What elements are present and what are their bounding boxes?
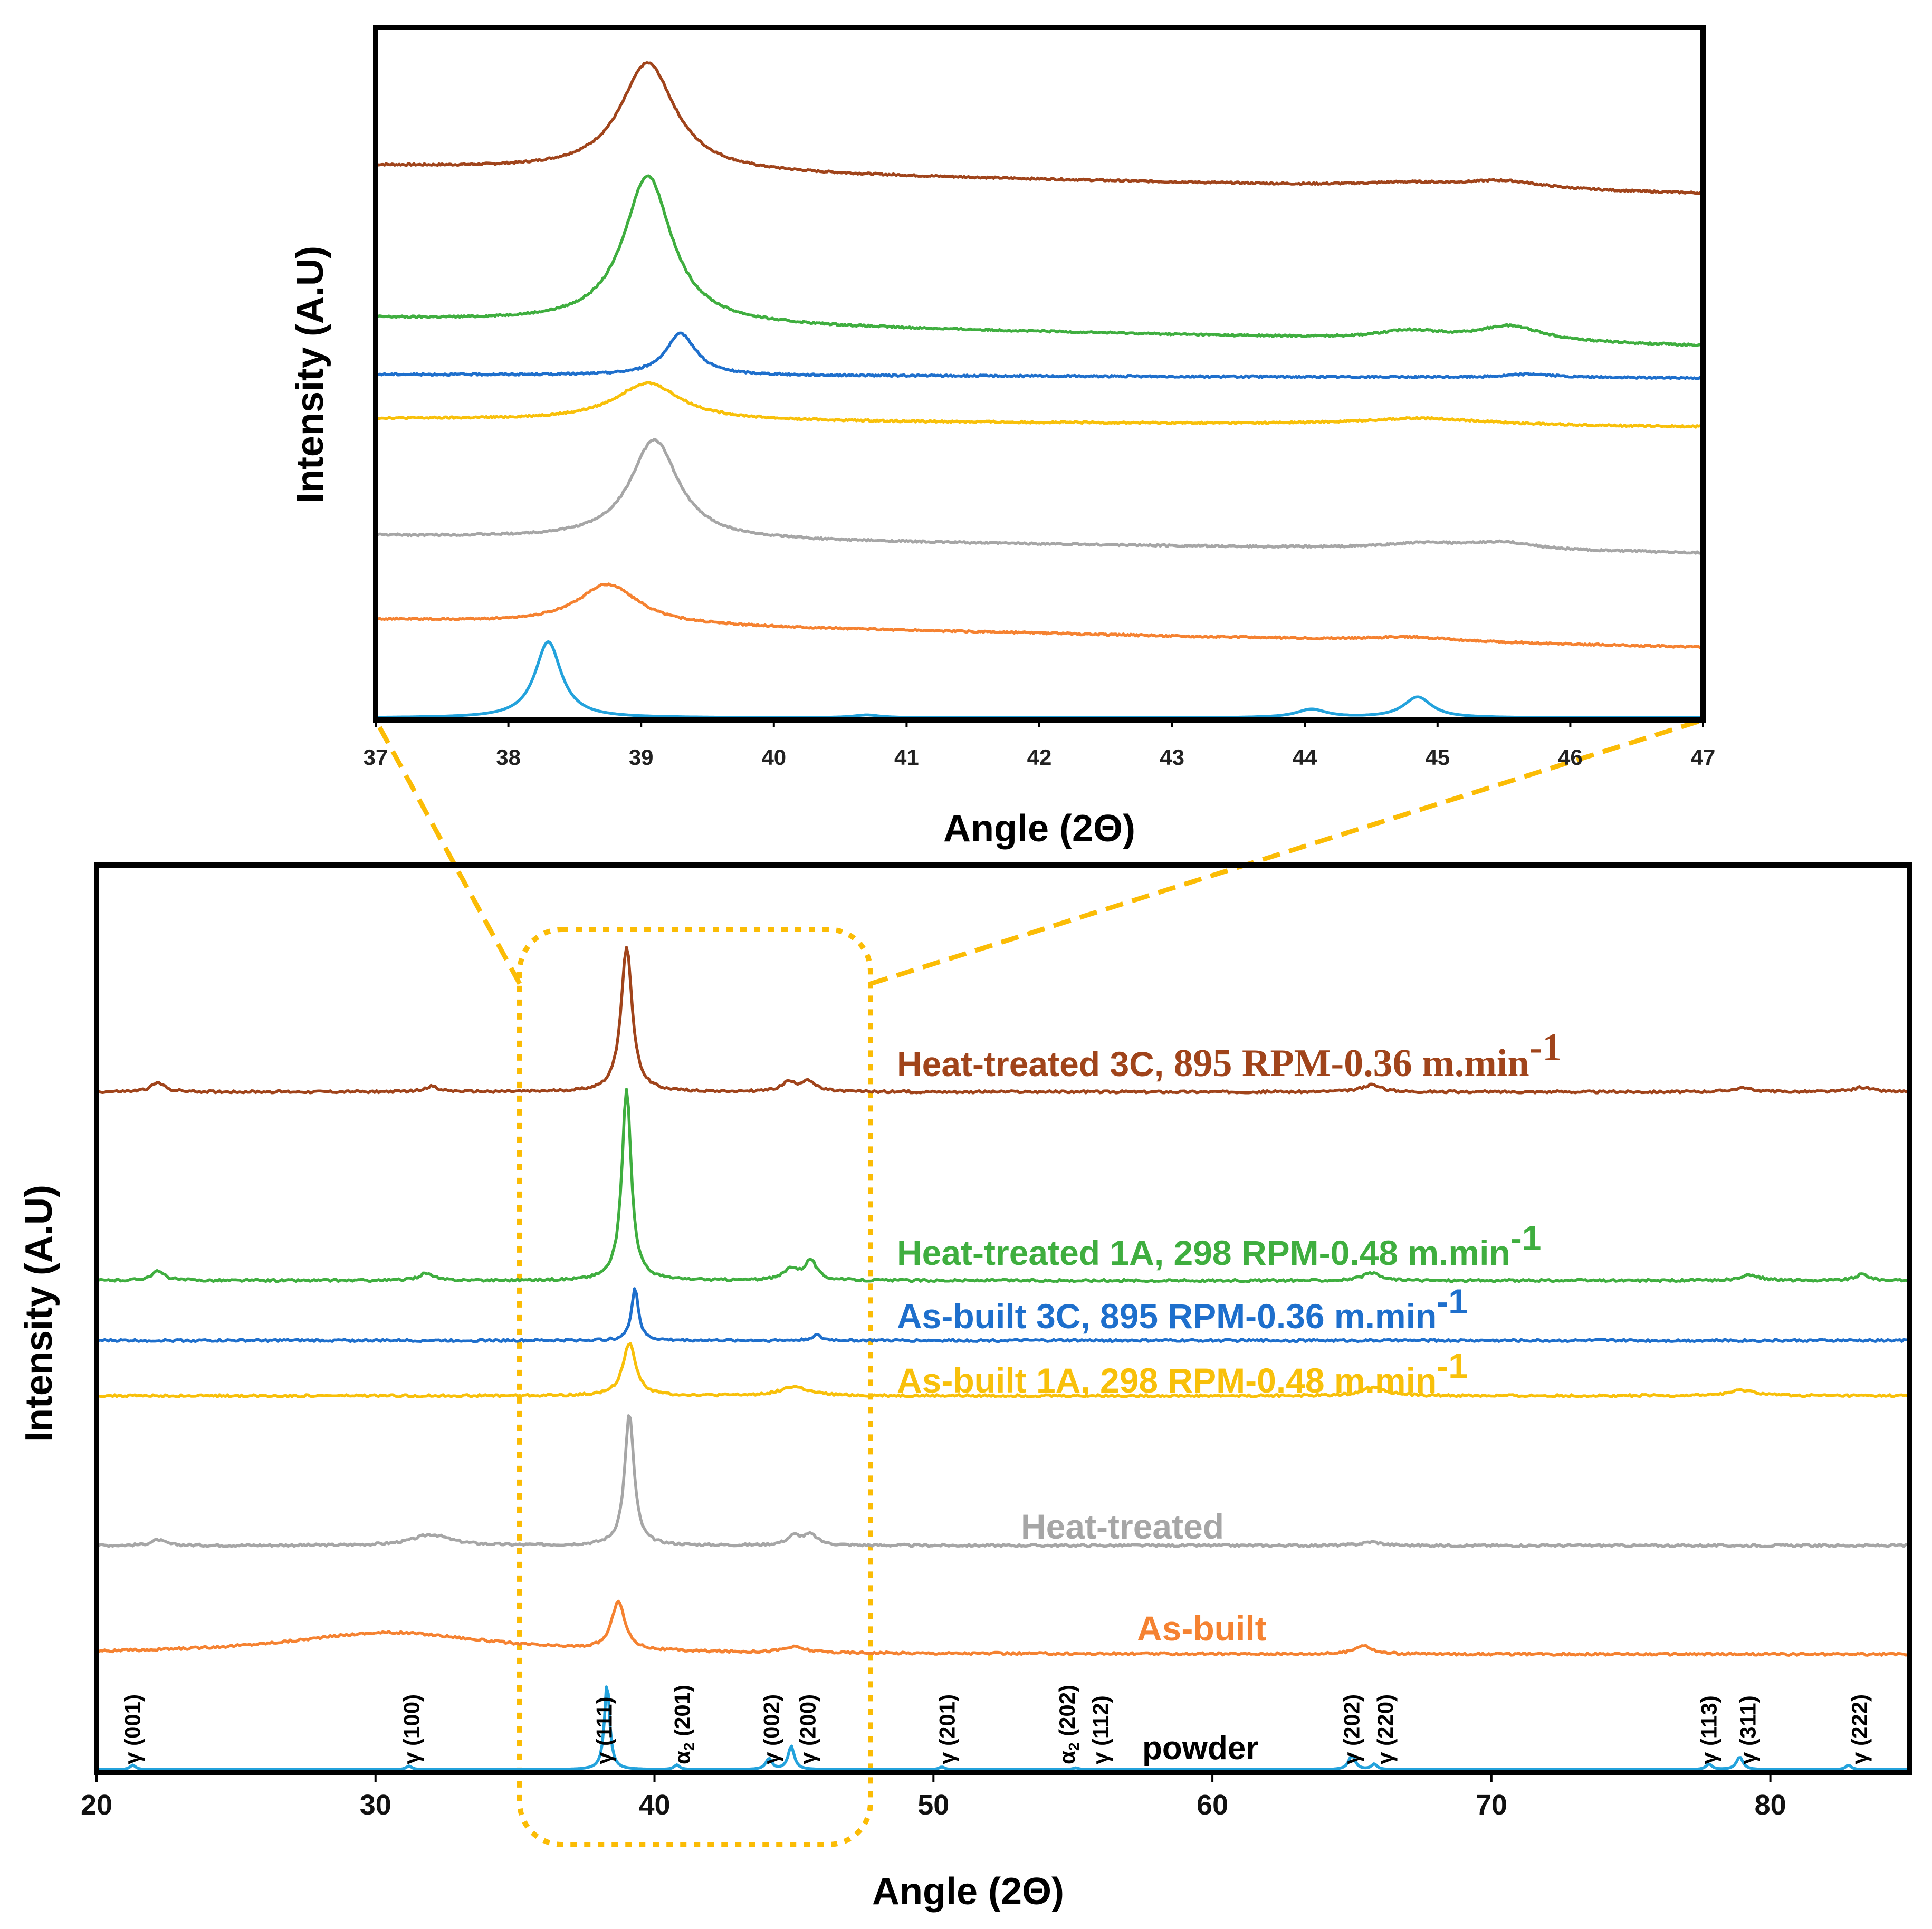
main-trace-heat-treated [97, 1414, 1911, 1548]
label-as-built-1a-exp: -1 [1437, 1346, 1468, 1385]
label-heat-treated-3c-part-b: 895 RPM-0.36 m.min [1174, 1042, 1529, 1085]
inset-trace-heat-treated [375, 438, 1704, 555]
main-traces [95, 946, 1911, 1771]
main-trace-ht-3c [96, 946, 1910, 1095]
peak-label: γ (001) [120, 1694, 145, 1764]
label-heat-treated-3c-part-a: Heat-treated 3C, [897, 1044, 1174, 1083]
main-trace-as-built [96, 1599, 1910, 1657]
peak-label: γ (113) [1696, 1695, 1721, 1764]
main-trace-powder [96, 1685, 1910, 1771]
inset-x-tick-label: 44 [1293, 745, 1317, 770]
main-x-tick-label: 20 [81, 1789, 112, 1821]
peak-label: γ (112) [1088, 1695, 1113, 1764]
zoom-connector-left [374, 718, 522, 985]
peak-label: γ (201) [935, 1694, 960, 1764]
inset-trace-ht-1a [375, 174, 1704, 348]
peak-label: γ (202) [1340, 1694, 1364, 1764]
label-as-built-1a-text: As-built 1A, 298 RPM-0.48 m.min [897, 1361, 1437, 1400]
inset-trace-ht-3c [375, 61, 1704, 195]
inset-trace-powder [376, 640, 1703, 719]
inset-x-tick-label: 42 [1027, 745, 1052, 770]
inset-x-axis-title: Angle (2Θ) [943, 808, 1135, 850]
inset-x-tick-label: 37 [364, 745, 388, 770]
label-heat-treated-1a: Heat-treated 1A, 298 RPM-0.48 m.min-1 [897, 1218, 1541, 1272]
label-heat-treated: Heat-treated [1021, 1507, 1224, 1546]
main-trace-ab-3c [95, 1287, 1910, 1343]
main-x-tick-label: 30 [360, 1789, 391, 1821]
label-heat-treated-3c: Heat-treated 3C, 895 RPM-0.36 m.min-1 [897, 1026, 1562, 1085]
label-as-built-1a: As-built 1A, 298 RPM-0.48 m.min-1 [897, 1346, 1468, 1400]
label-heat-treated-3c-exp: -1 [1529, 1026, 1562, 1069]
peak-label: γ (111) [591, 1697, 616, 1764]
label-as-built-3c-text: As-built 3C, 895 RPM-0.36 m.min [897, 1297, 1437, 1336]
peak-label: γ (220) [1373, 1694, 1398, 1764]
peak-label: γ (222) [1847, 1694, 1872, 1764]
main-x-tick-label: 80 [1755, 1789, 1786, 1821]
inset-x-tick-label: 39 [629, 745, 654, 770]
inset-x-ticks: 37 38 39 40 41 42 43 44 45 46 47 [364, 720, 1716, 770]
main-x-tick-label: 60 [1197, 1789, 1228, 1821]
label-powder: powder [1142, 1730, 1258, 1767]
label-heat-treated-1a-exp: -1 [1510, 1218, 1542, 1258]
zoom-connector-right [869, 717, 1704, 986]
peak-label: γ (200) [795, 1694, 820, 1764]
inset-x-tick-label: 41 [894, 745, 919, 770]
inset-x-tick-label: 43 [1160, 745, 1184, 770]
label-heat-treated-1a-text: Heat-treated 1A, 298 RPM-0.48 m.min [897, 1233, 1510, 1272]
inset-traces [375, 61, 1704, 719]
peak-labels: γ (001) γ (100) γ (111) α2 (201) γ (002) γ (2… [120, 1685, 1872, 1764]
peak-label: γ (100) [399, 1694, 424, 1764]
inset-x-tick-label: 47 [1691, 745, 1716, 770]
zoom-region-box [517, 927, 873, 1847]
inset-trace-ab-3c [375, 331, 1704, 380]
peak-label: α2 (201) [669, 1685, 697, 1764]
label-as-built: As-built [1137, 1609, 1267, 1648]
main-trace-ht-1a [96, 1088, 1910, 1283]
main-plot-frame [94, 862, 1912, 1775]
label-as-built-3c: As-built 3C, 895 RPM-0.36 m.min-1 [897, 1282, 1468, 1336]
inset-x-tick-label: 40 [761, 745, 786, 770]
peak-label: γ (002) [759, 1694, 784, 1764]
inset-trace-ab-1a [375, 381, 1704, 429]
main-trace-ab-1a [96, 1342, 1911, 1399]
inset-x-tick-label: 45 [1425, 745, 1450, 770]
peak-label: γ (311) [1735, 1695, 1760, 1764]
main-x-tick-label: 50 [917, 1789, 949, 1821]
main-x-tick-label: 70 [1476, 1789, 1507, 1821]
main-x-ticks: 20 30 40 50 60 70 80 [81, 1772, 1786, 1821]
inset-trace-as-built [375, 582, 1704, 649]
main-x-tick-label: 40 [638, 1789, 670, 1821]
inset-y-axis-title: Intensity (A.U) [289, 246, 331, 503]
peak-label: α2 (202) [1055, 1685, 1082, 1764]
main-y-axis-title: Intensity (A.U) [18, 1185, 60, 1442]
label-as-built-3c-exp: -1 [1437, 1282, 1468, 1321]
inset-x-tick-label: 46 [1558, 745, 1583, 770]
main-x-axis-title: Angle (2Θ) [872, 1870, 1064, 1913]
inset-x-tick-label: 38 [496, 745, 521, 770]
